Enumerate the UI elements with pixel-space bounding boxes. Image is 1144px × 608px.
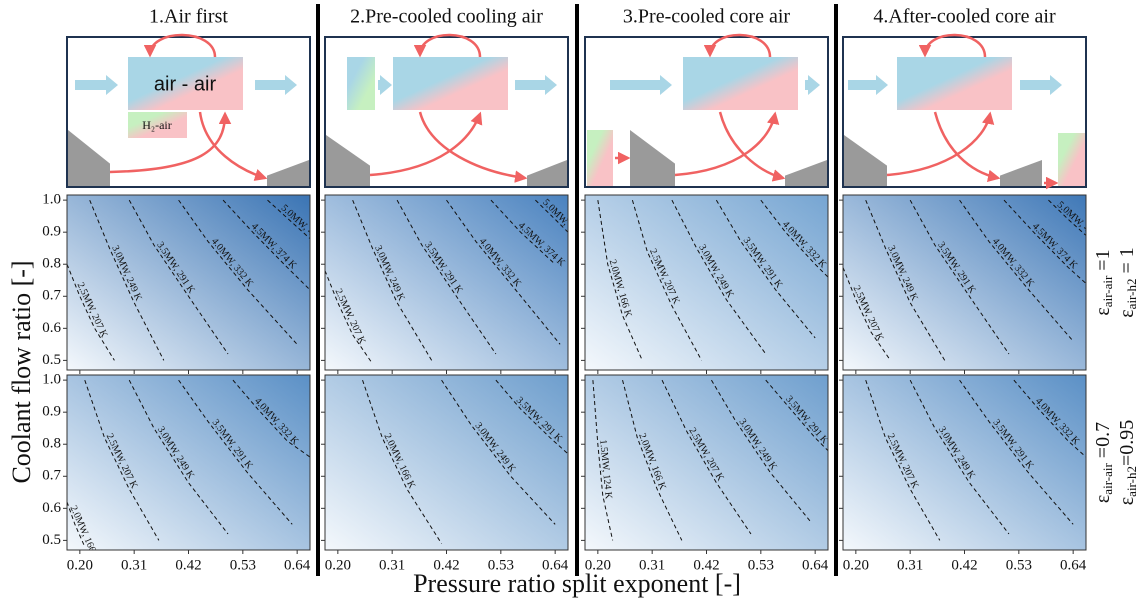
x-tick-label: 0.53 xyxy=(748,557,774,573)
column-title: 3.Pre-cooled core air xyxy=(623,6,790,28)
row-label-subscript: air-air xyxy=(1100,275,1115,307)
heat-exchanger xyxy=(683,57,798,110)
x-tick-label: 0.31 xyxy=(121,557,147,573)
row-label: εair-air =1 xyxy=(1092,249,1115,315)
x-tick-label: 0.64 xyxy=(284,557,311,573)
x-tick-label: 0.20 xyxy=(67,557,93,573)
y-tick-label: 1.0 xyxy=(42,372,61,388)
column-title: 4.After-cooled core air xyxy=(873,6,1056,28)
diagram-label: H₂-air xyxy=(142,118,172,132)
y-axis-label: Coolant flow ratio [-] xyxy=(7,260,36,483)
figure: Pressure ratio split exponent [-] Coolan… xyxy=(0,0,1144,608)
y-tick-label: 1.0 xyxy=(42,192,61,208)
x-tick-label: 0.64 xyxy=(802,557,829,573)
x-tick-label: 0.53 xyxy=(488,557,514,573)
x-tick-label: 0.64 xyxy=(1060,557,1087,573)
x-tick-label: 0.31 xyxy=(379,557,405,573)
row-label: εair-air =0.7 xyxy=(1092,422,1115,503)
row-label-subscript: air-h2 xyxy=(1124,466,1139,497)
x-tick-label: 0.31 xyxy=(639,557,665,573)
x-tick-label: 0.42 xyxy=(693,557,719,573)
x-tick-label: 0.53 xyxy=(1006,557,1032,573)
x-tick-label: 0.53 xyxy=(230,557,256,573)
heat-exchanger xyxy=(393,57,508,110)
y-tick-label: 0.8 xyxy=(42,436,61,452)
row-label-value: = 1 xyxy=(1116,247,1138,278)
diagram-label: air - air xyxy=(154,73,217,95)
row-label-value: =0.95 xyxy=(1116,420,1138,466)
x-tick-label: 0.64 xyxy=(542,557,569,573)
row-label-subscript: air-air xyxy=(1100,463,1115,495)
y-tick-label: 0.5 xyxy=(42,532,61,548)
column-title: 2.Pre-cooled cooling air xyxy=(350,6,543,28)
y-tick-label: 0.9 xyxy=(42,224,61,240)
x-tick-label: 0.42 xyxy=(175,557,201,573)
column-title: 1.Air first xyxy=(149,6,228,28)
y-tick-label: 0.7 xyxy=(42,468,61,484)
heat-exchanger xyxy=(1058,133,1085,186)
heat-exchanger xyxy=(897,57,1012,110)
y-tick-label: 0.6 xyxy=(42,500,61,516)
y-tick-label: 0.7 xyxy=(42,288,61,304)
row-label-symbol: ε xyxy=(1116,309,1138,317)
x-tick-label: 0.20 xyxy=(325,557,351,573)
x-tick-label: 0.20 xyxy=(843,557,869,573)
x-tick-label: 0.42 xyxy=(951,557,977,573)
row-label-symbol: ε xyxy=(1092,307,1114,315)
y-tick-label: 0.5 xyxy=(42,352,61,368)
y-tick-label: 0.8 xyxy=(42,256,61,272)
y-tick-label: 0.9 xyxy=(42,404,61,420)
row-label: εair-h2=0.95 xyxy=(1116,420,1139,505)
row-label-symbol: ε xyxy=(1116,497,1138,505)
x-tick-label: 0.31 xyxy=(897,557,923,573)
y-tick-label: 0.6 xyxy=(42,320,61,336)
row-label-value: =1 xyxy=(1092,249,1114,275)
x-tick-label: 0.42 xyxy=(433,557,459,573)
panel-background xyxy=(325,375,568,550)
row-label-subscript: air-h2 xyxy=(1124,279,1139,310)
heat-exchanger xyxy=(347,57,375,110)
row-label-value: =0.7 xyxy=(1092,422,1114,463)
x-tick-label: 0.20 xyxy=(585,557,611,573)
row-label-symbol: ε xyxy=(1092,495,1114,503)
heat-exchanger xyxy=(587,130,613,186)
row-label: εair-h2 = 1 xyxy=(1116,247,1139,317)
